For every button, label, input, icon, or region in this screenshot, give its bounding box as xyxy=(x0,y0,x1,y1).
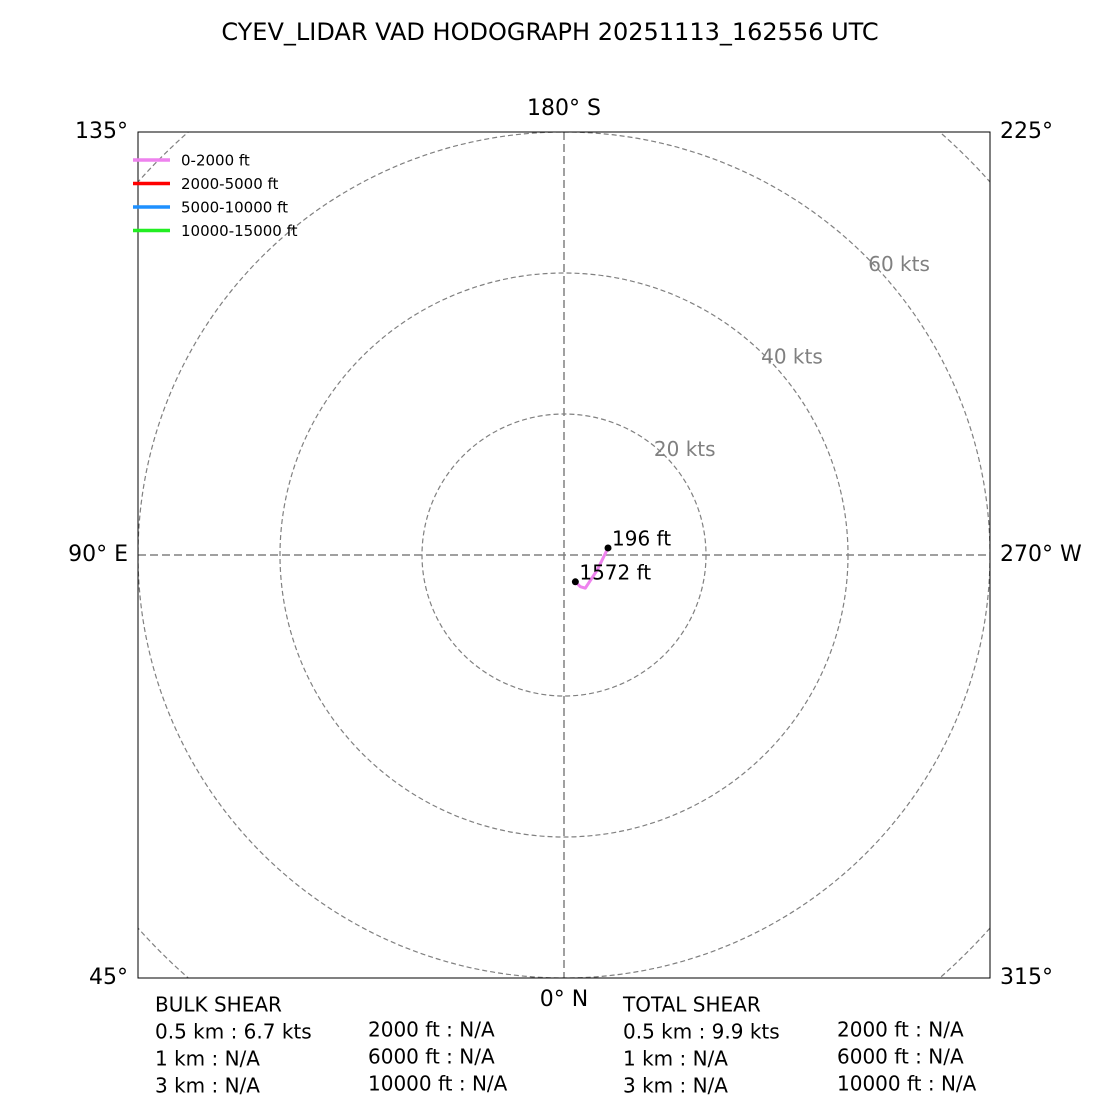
direction-label: 270° W xyxy=(1000,542,1082,567)
shear-value: 2000 ft : N/A xyxy=(837,1018,964,1042)
chart-title: CYEV_LIDAR VAD HODOGRAPH 20251113_162556… xyxy=(221,18,878,46)
direction-label: 225° xyxy=(1000,119,1053,144)
shear-value: 1 km : N/A xyxy=(623,1047,728,1071)
height-marker xyxy=(571,578,579,586)
ring-label: 40 kts xyxy=(761,345,823,369)
legend-label: 0-2000 ft xyxy=(181,152,250,170)
direction-label: 180° S xyxy=(527,96,601,121)
shear-value: 1 km : N/A xyxy=(155,1047,260,1071)
shear-value: 10000 ft : N/A xyxy=(368,1072,508,1096)
direction-label: 90° E xyxy=(68,542,128,567)
height-label: 1572 ft xyxy=(579,560,651,584)
shear-value: 6000 ft : N/A xyxy=(837,1045,964,1069)
height-label: 196 ft xyxy=(612,526,671,550)
shear-value: 6000 ft : N/A xyxy=(368,1045,495,1069)
shear-value: 3 km : N/A xyxy=(155,1074,260,1098)
hodograph-line xyxy=(574,547,610,590)
shear-title: BULK SHEAR xyxy=(155,993,282,1017)
shear-value: 3 km : N/A xyxy=(623,1074,728,1098)
height-marker xyxy=(604,544,612,552)
direction-label: 0° N xyxy=(540,987,588,1012)
ring-label: 20 kts xyxy=(654,437,716,461)
legend-label: 5000-10000 ft xyxy=(181,199,288,217)
shear-value: 0.5 km : 9.9 kts xyxy=(623,1020,780,1044)
shear-value: 10000 ft : N/A xyxy=(837,1072,977,1096)
legend-label: 10000-15000 ft xyxy=(181,222,298,240)
direction-label: 315° xyxy=(1000,965,1053,990)
shear-value: 2000 ft : N/A xyxy=(368,1018,495,1042)
legend-label: 2000-5000 ft xyxy=(181,175,279,193)
direction-label: 135° xyxy=(75,119,128,144)
plot-frame xyxy=(137,131,991,979)
overlay: 20 kts 40 kts 60 kts 180° S 90° E 270° W 0° N 1… xyxy=(68,96,1082,1012)
shear-value: 0.5 km : 6.7 kts xyxy=(155,1020,312,1044)
ring-label: 60 kts xyxy=(868,252,930,276)
shear-title: TOTAL SHEAR xyxy=(622,993,761,1017)
direction-label: 45° xyxy=(89,965,128,990)
